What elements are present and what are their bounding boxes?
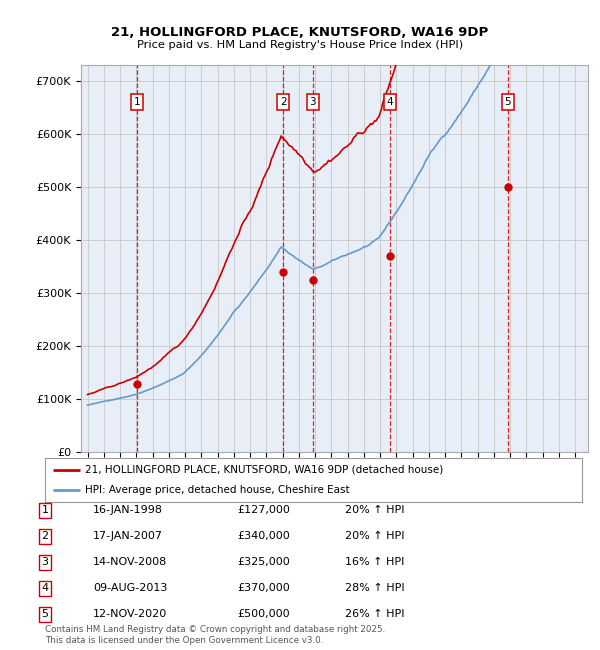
Text: 3: 3 — [41, 557, 49, 567]
Text: 16% ↑ HPI: 16% ↑ HPI — [345, 557, 404, 567]
Text: 21, HOLLINGFORD PLACE, KNUTSFORD, WA16 9DP (detached house): 21, HOLLINGFORD PLACE, KNUTSFORD, WA16 9… — [85, 465, 443, 474]
Text: 5: 5 — [41, 609, 49, 619]
Text: Price paid vs. HM Land Registry's House Price Index (HPI): Price paid vs. HM Land Registry's House … — [137, 40, 463, 50]
Text: £340,000: £340,000 — [237, 531, 290, 541]
Text: 3: 3 — [310, 97, 316, 107]
Text: 1: 1 — [134, 97, 140, 107]
Text: £500,000: £500,000 — [237, 609, 290, 619]
Text: 20% ↑ HPI: 20% ↑ HPI — [345, 531, 404, 541]
Text: 5: 5 — [505, 97, 511, 107]
Text: £325,000: £325,000 — [237, 557, 290, 567]
Text: 26% ↑ HPI: 26% ↑ HPI — [345, 609, 404, 619]
Text: 28% ↑ HPI: 28% ↑ HPI — [345, 583, 404, 593]
Text: £127,000: £127,000 — [237, 505, 290, 515]
Text: 1: 1 — [41, 505, 49, 515]
Text: 2: 2 — [280, 97, 286, 107]
Text: 21, HOLLINGFORD PLACE, KNUTSFORD, WA16 9DP: 21, HOLLINGFORD PLACE, KNUTSFORD, WA16 9… — [112, 26, 488, 39]
Text: 4: 4 — [41, 583, 49, 593]
Text: 16-JAN-1998: 16-JAN-1998 — [93, 505, 163, 515]
Text: HPI: Average price, detached house, Cheshire East: HPI: Average price, detached house, Ches… — [85, 485, 350, 495]
Text: 12-NOV-2020: 12-NOV-2020 — [93, 609, 167, 619]
Text: 4: 4 — [386, 97, 393, 107]
Text: 17-JAN-2007: 17-JAN-2007 — [93, 531, 163, 541]
Text: 20% ↑ HPI: 20% ↑ HPI — [345, 505, 404, 515]
Text: £370,000: £370,000 — [237, 583, 290, 593]
Text: 14-NOV-2008: 14-NOV-2008 — [93, 557, 167, 567]
Text: 09-AUG-2013: 09-AUG-2013 — [93, 583, 167, 593]
Text: Contains HM Land Registry data © Crown copyright and database right 2025.
This d: Contains HM Land Registry data © Crown c… — [45, 625, 385, 645]
Text: 2: 2 — [41, 531, 49, 541]
